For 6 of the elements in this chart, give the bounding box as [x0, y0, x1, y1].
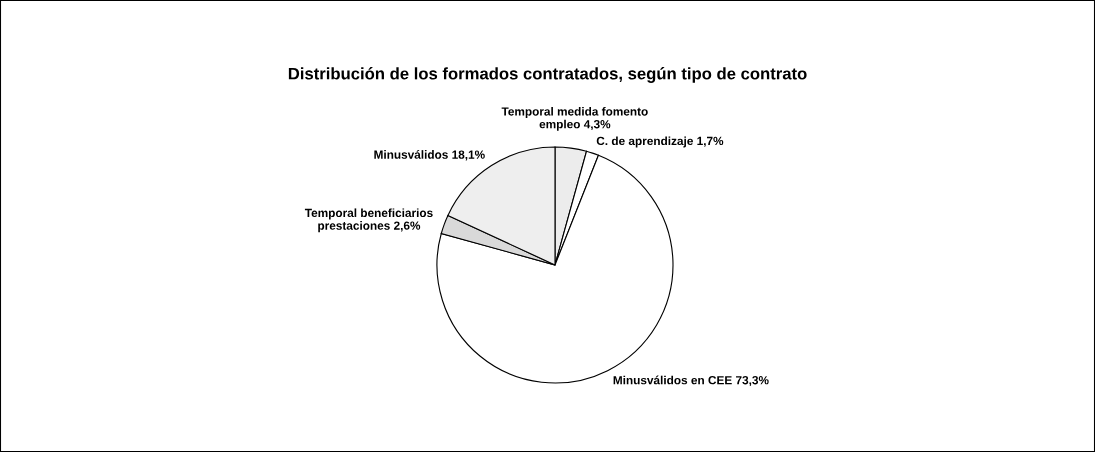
chart-title: Distribución de los formados contratados, según tipo de contrato — [288, 67, 807, 83]
slice-label: Minusválidos 18,1% — [374, 150, 485, 161]
slice-label: Temporal beneficiarios prestaciones 2,6% — [304, 208, 433, 233]
slice-label: C. de aprendizaje 1,7% — [596, 136, 724, 148]
slice-label: Temporal medida fomento empleo 4,3% — [501, 106, 648, 131]
slice-label: Minusválidos en CEE 73,3% — [613, 375, 769, 387]
